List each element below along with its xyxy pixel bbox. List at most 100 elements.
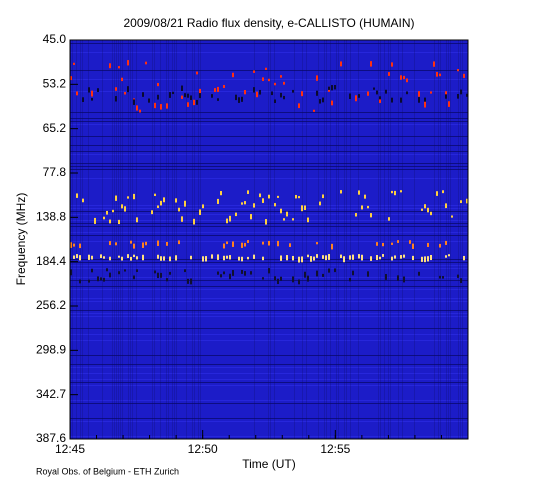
texture-burst <box>178 207 180 212</box>
credit: Royal Obs. of Belgium - ETH Zurich <box>36 466 179 476</box>
texture-column <box>116 40 117 439</box>
texture-burst <box>109 272 111 278</box>
texture-burst <box>172 91 174 95</box>
texture-burst <box>190 278 192 285</box>
texture-column <box>350 40 351 439</box>
texture-burst <box>253 87 255 93</box>
texture-column <box>346 40 347 439</box>
texture-burst <box>160 272 162 278</box>
texture-burst <box>181 85 183 92</box>
texture-burst <box>388 217 390 221</box>
texture-burst <box>166 242 168 246</box>
texture-burst <box>145 61 147 65</box>
texture-burst <box>316 270 318 277</box>
texture-column <box>254 40 255 439</box>
texture-burst <box>343 256 345 263</box>
texture-column <box>434 40 435 439</box>
y-tick-label: 298.9 <box>36 343 66 357</box>
texture-burst <box>403 75 405 80</box>
y-tick-label: 184.4 <box>36 254 66 268</box>
texture-burst <box>238 256 240 261</box>
texture-stripe <box>70 355 468 356</box>
texture-burst <box>73 243 75 247</box>
y-axis-label: Frequency (MHz) <box>14 193 28 286</box>
texture-stripe <box>70 280 468 281</box>
texture-burst <box>136 217 138 223</box>
texture-burst <box>79 243 81 249</box>
texture-burst <box>301 205 303 212</box>
texture-burst <box>427 256 429 262</box>
texture-burst <box>316 242 318 245</box>
texture-burst <box>385 274 387 280</box>
texture-burst <box>232 270 234 276</box>
texture-burst <box>109 241 111 246</box>
texture-column <box>306 40 307 439</box>
texture-column <box>398 40 399 439</box>
texture-burst <box>175 255 177 261</box>
texture-burst <box>235 94 237 101</box>
texture-burst <box>328 86 330 90</box>
texture-burst <box>91 255 93 260</box>
texture-column <box>462 40 463 439</box>
texture-burst <box>445 240 447 245</box>
texture-burst <box>310 256 312 262</box>
texture-column <box>458 40 459 439</box>
texture-burst <box>298 256 300 263</box>
texture-column <box>440 40 441 439</box>
texture-stripe <box>70 124 468 125</box>
texture-burst <box>403 276 405 283</box>
texture-burst <box>205 256 207 262</box>
texture-column <box>378 40 379 439</box>
texture-column <box>82 40 83 439</box>
texture-burst <box>70 269 72 276</box>
texture-burst <box>160 104 162 110</box>
texture-stripe <box>70 310 468 311</box>
texture-burst <box>187 278 189 284</box>
texture-burst <box>121 256 123 261</box>
texture-column <box>302 40 303 439</box>
texture-burst <box>157 254 159 259</box>
texture-burst <box>181 95 183 99</box>
texture-stripe <box>70 208 468 209</box>
texture-burst <box>466 198 468 204</box>
texture-burst <box>175 198 177 203</box>
texture-stripe <box>70 286 468 287</box>
texture-stripe <box>70 340 468 341</box>
texture-burst <box>193 99 195 106</box>
texture-burst <box>190 95 192 100</box>
texture-burst <box>202 256 204 262</box>
texture-burst <box>358 94 360 98</box>
texture-burst <box>226 218 228 224</box>
texture-burst <box>238 97 240 103</box>
texture-column <box>438 40 439 439</box>
texture-column <box>198 40 199 439</box>
texture-burst <box>391 62 393 67</box>
x-tick-label: 12:50 <box>188 442 218 456</box>
texture-burst <box>229 215 231 222</box>
texture-burst <box>412 255 414 261</box>
texture-stripe <box>70 121 468 122</box>
texture-burst <box>340 254 342 259</box>
texture-burst <box>142 242 144 248</box>
texture-burst <box>76 193 78 198</box>
texture-stripe <box>70 328 468 329</box>
texture-burst <box>160 200 162 206</box>
texture-burst <box>394 255 396 259</box>
texture-burst <box>157 82 159 87</box>
texture-burst <box>328 268 330 273</box>
texture-burst <box>199 88 201 95</box>
texture-burst <box>370 256 372 261</box>
texture-burst <box>418 91 420 97</box>
texture-burst <box>349 93 351 100</box>
texture-burst <box>301 91 303 97</box>
y-tick-label: 342.7 <box>36 387 66 401</box>
texture-burst <box>400 75 402 80</box>
texture-stripe <box>70 265 468 266</box>
texture-burst <box>361 205 363 210</box>
texture-burst <box>301 256 303 263</box>
texture-burst <box>460 278 462 284</box>
texture-burst <box>424 256 426 263</box>
texture-column <box>402 40 403 439</box>
texture-burst <box>109 63 111 69</box>
